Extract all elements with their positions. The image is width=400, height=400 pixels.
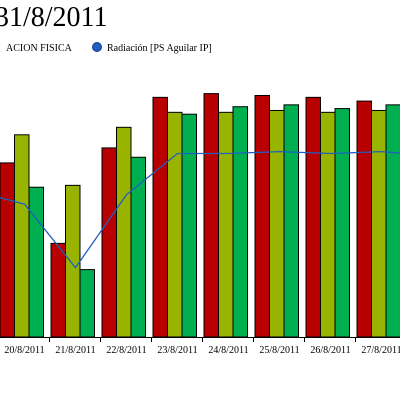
x-tick-label: 27/8/2011 xyxy=(361,345,400,356)
bar xyxy=(28,186,44,338)
bar xyxy=(203,93,219,338)
x-tick-label: 24/8/2011 xyxy=(208,345,248,356)
bar xyxy=(334,108,350,338)
bar xyxy=(371,109,387,338)
legend-item-actividad: ACION FISICA xyxy=(6,42,72,56)
bar xyxy=(269,109,285,338)
bar xyxy=(385,104,400,338)
bar xyxy=(152,96,168,338)
bar xyxy=(101,147,117,338)
legend: ACION FISICA Radiación [PS Aguilar IP] xyxy=(0,42,400,58)
x-tick-label: 23/8/2011 xyxy=(157,345,197,356)
bar xyxy=(79,269,95,338)
chart-title: 31/8/2011 xyxy=(0,2,108,33)
bar xyxy=(130,156,146,338)
bar xyxy=(167,111,183,338)
bar xyxy=(14,134,30,338)
bar xyxy=(116,126,132,338)
bar xyxy=(320,111,336,338)
bar xyxy=(305,96,321,338)
x-tick-label: 20/8/2011 xyxy=(4,345,44,356)
bar xyxy=(0,162,15,338)
x-tick-label: 22/8/2011 xyxy=(106,345,146,356)
bar xyxy=(65,184,81,338)
legend-label: Radiación [PS Aguilar IP] xyxy=(107,43,212,54)
bar xyxy=(283,104,299,338)
bar xyxy=(254,94,270,338)
bar xyxy=(218,111,234,338)
legend-label: ACION FISICA xyxy=(6,43,72,54)
bar xyxy=(232,106,248,338)
bar xyxy=(356,100,372,338)
bar xyxy=(50,242,66,338)
x-tick-label: 26/8/2011 xyxy=(310,345,350,356)
x-tick-label: 21/8/2011 xyxy=(55,345,95,356)
legend-circle-icon xyxy=(92,42,102,52)
bar xyxy=(181,113,197,338)
legend-item-radiacion: Radiación [PS Aguilar IP] xyxy=(92,42,212,56)
line-radiacion xyxy=(0,150,400,269)
x-tick-label: 25/8/2011 xyxy=(259,345,299,356)
